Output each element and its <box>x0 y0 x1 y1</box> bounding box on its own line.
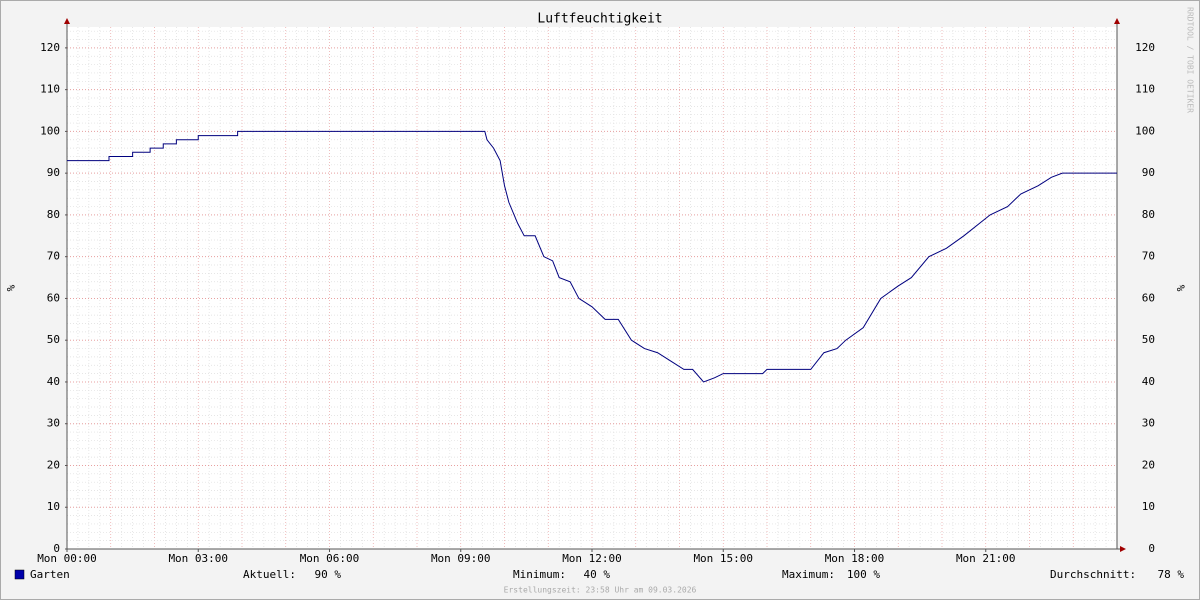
footer: Erstellungszeit: 23:58 Uhr am 09.03.2026 <box>504 586 697 595</box>
y-tick-label: 40 <box>47 375 60 388</box>
legend-label: Garten <box>30 568 70 581</box>
stat-label: Durchschnitt: <box>1050 568 1136 581</box>
axis-arrow <box>1114 18 1120 24</box>
y2-tick-label: 20 <box>1142 458 1155 471</box>
stat-value: 78 % <box>1158 568 1185 581</box>
stat-label: Minimum: <box>513 568 566 581</box>
y-tick-label: 80 <box>47 208 60 221</box>
stat-label: Maximum: <box>782 568 835 581</box>
y2-tick-label: 100 <box>1135 124 1155 137</box>
y-tick-label: 0 <box>53 542 60 555</box>
stat-value: 40 % <box>584 568 611 581</box>
y-axis-label: % <box>4 285 17 292</box>
y2-tick-label: 0 <box>1148 542 1155 555</box>
stat-label: Aktuell: <box>243 568 296 581</box>
y2-axis-label: % <box>1174 285 1187 292</box>
y-tick-label: 90 <box>47 166 60 179</box>
stat-value: 90 % <box>315 568 342 581</box>
stat-value: 100 % <box>847 568 880 581</box>
y2-tick-label: 90 <box>1142 166 1155 179</box>
watermark: RRDTOOL / TOBI OETIKER <box>1186 7 1195 113</box>
y-tick-label: 30 <box>47 417 60 430</box>
x-tick-label: Mon 18:00 <box>825 552 885 565</box>
x-tick-label: Mon 15:00 <box>693 552 753 565</box>
y2-tick-label: 80 <box>1142 208 1155 221</box>
y-tick-label: 10 <box>47 500 60 513</box>
x-tick-label: Mon 12:00 <box>562 552 622 565</box>
y-tick-label: 100 <box>40 124 60 137</box>
data-line <box>67 130 1117 383</box>
y2-tick-label: 30 <box>1142 417 1155 430</box>
y2-tick-label: 120 <box>1135 41 1155 54</box>
axis-arrow <box>64 18 70 24</box>
y-tick-label: 110 <box>40 83 60 96</box>
y2-tick-label: 50 <box>1142 333 1155 346</box>
y2-tick-label: 40 <box>1142 375 1155 388</box>
y-tick-label: 20 <box>47 458 60 471</box>
y-tick-label: 70 <box>47 250 60 263</box>
legend-swatch <box>14 569 25 580</box>
x-tick-label: Mon 09:00 <box>431 552 491 565</box>
x-tick-label: Mon 00:00 <box>37 552 97 565</box>
x-tick-label: Mon 21:00 <box>956 552 1016 565</box>
y2-tick-label: 60 <box>1142 291 1155 304</box>
y-tick-label: 50 <box>47 333 60 346</box>
chart-title: Luftfeuchtigkeit <box>537 12 662 27</box>
x-tick-label: Mon 03:00 <box>168 552 228 565</box>
y2-tick-label: 70 <box>1142 250 1155 263</box>
y2-tick-label: 10 <box>1142 500 1155 513</box>
x-tick-label: Mon 06:00 <box>300 552 360 565</box>
y2-tick-label: 110 <box>1135 83 1155 96</box>
y-tick-label: 60 <box>47 291 60 304</box>
y-tick-label: 120 <box>40 41 60 54</box>
axis-arrow <box>1120 546 1126 552</box>
